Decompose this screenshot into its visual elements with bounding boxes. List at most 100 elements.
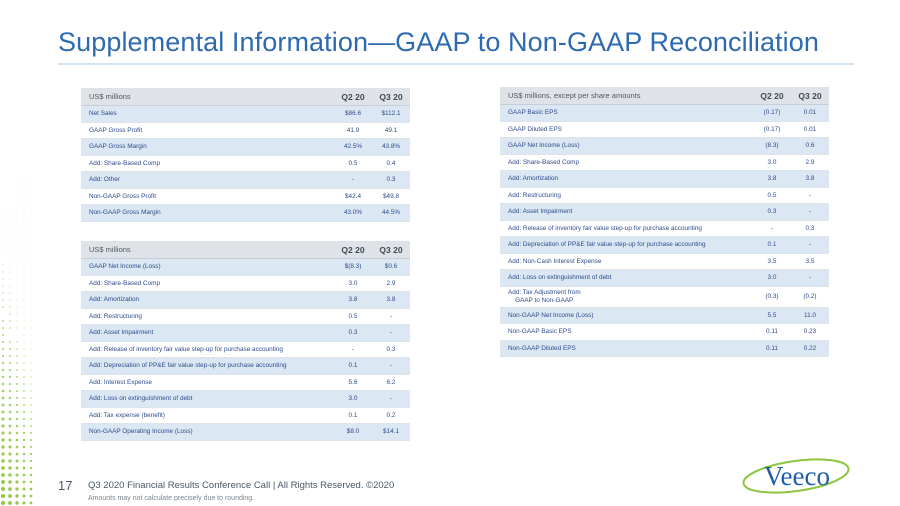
row-value: 0.5	[753, 187, 791, 204]
decorative-dot	[31, 216, 32, 217]
decorative-dot	[15, 466, 18, 469]
decorative-dot	[2, 271, 3, 272]
table-row: Add: Release of inventory fair value ste…	[81, 341, 410, 358]
row-value: 0.1	[334, 407, 372, 424]
gross-profit-table: US$ millions Q2 20 Q3 20 Net Sales $86.6 $112…	[81, 88, 410, 222]
decorative-dot	[16, 425, 19, 428]
decorative-dot	[9, 404, 12, 407]
decorative-dot	[17, 230, 18, 231]
row-value: 0.22	[791, 340, 829, 357]
decorative-dot	[31, 314, 32, 315]
decorative-dot	[1, 431, 4, 434]
row-value: 0.3	[372, 172, 410, 189]
decorative-dot	[16, 397, 18, 399]
decorative-dot	[2, 397, 5, 400]
table-row: Net Sales $86.6 $112.1	[81, 106, 410, 123]
decorative-dot	[24, 209, 25, 210]
decorative-dot	[30, 467, 32, 469]
decorative-dot	[1, 466, 5, 470]
decorative-dot	[9, 362, 11, 364]
row-label: Add: Depreciation of PP&E fair value ste…	[81, 358, 334, 375]
table-row: Add: Share-Based Comp 3.0 2.9	[500, 154, 829, 171]
decorative-dot	[10, 265, 11, 266]
header-units-cell: US$ millions, except per share amounts	[500, 87, 753, 105]
row-value: 0.2	[372, 407, 410, 424]
decorative-dot	[17, 300, 18, 301]
header-period-cell: Q3 20	[372, 241, 410, 259]
decorative-dot	[3, 230, 4, 231]
table-row: Non-GAAP Diluted EPS 0.11 0.22	[500, 340, 829, 357]
decorative-dot	[16, 327, 17, 328]
decorative-dot	[15, 501, 18, 504]
decorative-dot	[15, 480, 18, 483]
decorative-dot	[17, 188, 18, 189]
decorative-dot	[2, 285, 3, 286]
table-row: GAAP Diluted EPS (0.17) 0.01	[500, 121, 829, 138]
decorative-dot	[17, 272, 18, 273]
table-header-row: US$ millions Q2 20 Q3 20	[81, 88, 410, 106]
decorative-dot	[9, 397, 12, 400]
decorative-dot	[2, 369, 5, 372]
row-value: 44.5%	[372, 205, 410, 222]
decorative-dot	[3, 181, 4, 182]
decorative-dot	[9, 285, 10, 286]
decorative-dot	[23, 439, 25, 441]
row-value: 0.6	[791, 138, 829, 155]
decorative-dot	[8, 494, 12, 498]
decorative-dot	[2, 390, 5, 393]
decorative-dot	[31, 202, 32, 203]
decorative-dot	[17, 237, 18, 238]
decorative-dot	[15, 473, 18, 476]
table-row: Add: Depreciation of PP&E fair value ste…	[81, 358, 410, 375]
decorative-dot	[17, 265, 18, 266]
decorative-dot	[17, 216, 18, 217]
decorative-dot	[9, 278, 10, 279]
decorative-dot	[17, 258, 18, 259]
decorative-dot	[30, 376, 31, 377]
row-value: -	[791, 270, 829, 287]
decorative-dot	[31, 300, 32, 301]
decorative-dot	[23, 376, 25, 378]
row-label: Non-GAAP Operating Income (Loss)	[81, 424, 334, 441]
decorative-dot	[17, 251, 18, 252]
decorative-dot	[24, 307, 25, 308]
row-value: -	[753, 220, 791, 237]
table-row: Non-GAAP Basic EPS 0.11 0.23	[500, 324, 829, 341]
row-label: Add: Release of inventory fair value ste…	[500, 220, 753, 237]
decorative-dot	[31, 307, 32, 308]
decorative-dot	[3, 216, 4, 217]
row-label: Add: Share-Based Comp	[81, 275, 334, 292]
decorative-dot	[22, 501, 25, 504]
table-row: Add: Depreciation of PP&E fair value ste…	[500, 237, 829, 254]
row-label: Add: Non-Cash Interest Expense	[500, 253, 753, 270]
decorative-dot	[10, 195, 11, 196]
net-income-eps-table: US$ millions, except per share amounts Q2…	[500, 87, 829, 357]
row-value: (0.2)	[791, 286, 829, 307]
decorative-dot	[31, 230, 32, 231]
decorative-dot	[8, 452, 11, 455]
decorative-dot	[31, 265, 32, 266]
decorative-dot	[31, 251, 32, 252]
decorative-dot	[30, 502, 33, 505]
decorative-dot	[23, 411, 25, 413]
decorative-dot	[30, 432, 32, 434]
decorative-dot	[2, 264, 3, 265]
table-row: Add: Share-Based Comp 3.0 2.9	[81, 275, 410, 292]
row-value: 2.9	[791, 154, 829, 171]
decorative-dot	[23, 488, 26, 491]
table-row: Add: Asset Impairment 0.3-	[500, 204, 829, 221]
row-value: 3.5	[791, 253, 829, 270]
decorative-dot	[30, 439, 32, 441]
row-label: Add: Share-Based Comp	[500, 154, 753, 171]
row-value: 42.5%	[334, 139, 372, 156]
row-value: $14.1	[372, 424, 410, 441]
row-value: 43.0%	[334, 205, 372, 222]
row-value: (0.17)	[753, 105, 791, 122]
row-label: GAAP Gross Profit	[81, 122, 334, 139]
decorative-dot	[17, 244, 18, 245]
decorative-dot	[1, 417, 4, 420]
table-row: Add: Tax expense (benefit) 0.1 0.2	[81, 407, 410, 424]
decorative-dot	[8, 459, 11, 462]
table-row: Non-GAAP Net Income (Loss) 5.5 11.0	[500, 307, 829, 324]
row-value: 0.23	[791, 324, 829, 341]
